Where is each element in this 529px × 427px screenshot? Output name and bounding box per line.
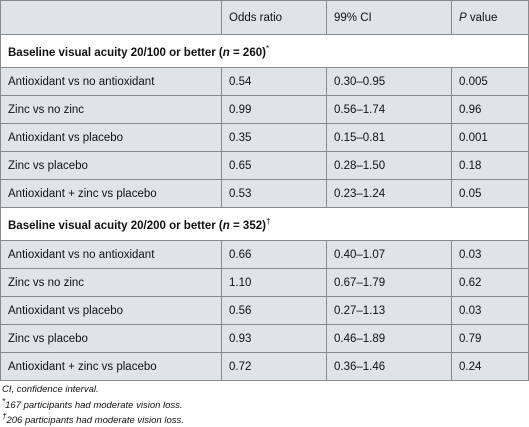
cell-p-value: 0.18 (451, 151, 529, 180)
cell-comparison: Zinc vs placebo (0, 151, 222, 180)
cell-odds-ratio: 1.10 (221, 268, 327, 297)
cell-ci: 0.23–1.24 (326, 179, 452, 208)
section-title-n: n (222, 219, 230, 232)
table-row: Antioxidant vs placebo 0.35 0.15–0.81 0.001 (0, 123, 529, 152)
cell-p-value: 0.03 (451, 240, 529, 269)
cell-p-value: 0.24 (451, 352, 529, 381)
section-title-n: n (222, 46, 230, 59)
footnote-2-text: 206 participants had moderate vision los… (6, 415, 184, 427)
cell-odds-ratio: 0.54 (221, 67, 327, 96)
cell-p-value: 0.79 (451, 324, 529, 353)
cell-p-value: 0.96 (451, 95, 529, 124)
table-row: Zinc vs placebo 0.93 0.46–1.89 0.79 (0, 324, 529, 353)
cell-comparison: Antioxidant vs placebo (0, 296, 222, 325)
section-title-suffix: = 260) (229, 46, 266, 59)
cell-odds-ratio: 0.93 (221, 324, 327, 353)
section-title-prefix: Baseline visual acuity 20/200 or better … (8, 219, 223, 232)
table-row: Zinc vs no zinc 0.99 0.56–1.74 0.96 (0, 95, 529, 124)
odds-ratio-table: Odds ratio 99% CI P value Baseline visua… (0, 0, 529, 381)
footnote-2-mark: † (2, 412, 7, 422)
footnote-1: *167 participants had moderate vision lo… (2, 396, 529, 412)
cell-p-value: 0.001 (451, 123, 529, 152)
cell-p-value: 0.005 (451, 67, 529, 96)
cell-comparison: Antioxidant + zinc vs placebo (0, 179, 222, 208)
cell-odds-ratio: 0.72 (221, 352, 327, 381)
cell-comparison: Zinc vs no zinc (0, 95, 222, 124)
table-row: Zinc vs no zinc 1.10 0.67–1.79 0.62 (0, 268, 529, 297)
table-row: Zinc vs placebo 0.65 0.28–1.50 0.18 (0, 151, 529, 180)
table-row: Antioxidant vs no antioxidant 0.54 0.30–0.… (0, 67, 529, 96)
cell-odds-ratio: 0.66 (221, 240, 327, 269)
cell-odds-ratio: 0.65 (221, 151, 327, 180)
cell-odds-ratio: 0.35 (221, 123, 327, 152)
cell-p-value: 0.05 (451, 179, 529, 208)
cell-ci: 0.15–0.81 (326, 123, 452, 152)
cell-ci: 0.36–1.46 (326, 352, 452, 381)
table-row: Antioxidant vs placebo 0.56 0.27–1.13 0.03 (0, 296, 529, 325)
section-title-footnote-mark: * (265, 43, 270, 53)
table-header-row: Odds ratio 99% CI P value (0, 0, 529, 35)
section-title: Baseline visual acuity 20/200 or better … (0, 207, 529, 241)
header-p-letter: P (459, 11, 467, 24)
footnote-1-text: 167 participants had moderate vision los… (5, 399, 183, 411)
cell-ci: 0.46–1.89 (326, 324, 452, 353)
cell-ci: 0.28–1.50 (326, 151, 452, 180)
header-p-value: P value (451, 0, 529, 35)
section-header-row: Baseline visual acuity 20/200 or better … (0, 207, 529, 241)
section-title-footnote-mark: † (265, 216, 271, 226)
section-title-prefix: Baseline visual acuity 20/100 or better … (8, 46, 223, 59)
cell-ci: 0.67–1.79 (326, 268, 452, 297)
cell-comparison: Antioxidant vs no antioxidant (0, 240, 222, 269)
cell-odds-ratio: 0.99 (221, 95, 327, 124)
footnote-1-mark: * (2, 396, 6, 406)
cell-ci: 0.56–1.74 (326, 95, 452, 124)
header-odds-ratio: Odds ratio (221, 0, 327, 35)
table-row: Antioxidant vs no antioxidant 0.66 0.40–1.… (0, 240, 529, 269)
section-title: Baseline visual acuity 20/100 or better … (0, 34, 529, 68)
cell-p-value: 0.03 (451, 296, 529, 325)
header-p-suffix: value (466, 11, 498, 24)
cell-ci: 0.40–1.07 (326, 240, 452, 269)
cell-comparison: Antioxidant vs no antioxidant (0, 67, 222, 96)
cell-odds-ratio: 0.53 (221, 179, 327, 208)
cell-comparison: Zinc vs placebo (0, 324, 222, 353)
cell-p-value: 0.62 (451, 268, 529, 297)
cell-ci: 0.27–1.13 (326, 296, 452, 325)
footnote-2: †206 participants had moderate vision lo… (2, 411, 529, 427)
cell-comparison: Zinc vs no zinc (0, 268, 222, 297)
footnote-ci: CI, confidence interval. (2, 384, 99, 395)
cell-odds-ratio: 0.56 (221, 296, 327, 325)
cell-comparison: Antioxidant vs placebo (0, 123, 222, 152)
header-ci: 99% CI (326, 0, 452, 35)
table-row: Antioxidant + zinc vs placebo 0.72 0.36–1.… (0, 352, 529, 381)
cell-comparison: Antioxidant + zinc vs placebo (0, 352, 222, 381)
table-footnotes: CI, confidence interval. *167 participan… (0, 384, 529, 427)
header-comparison (0, 0, 222, 35)
section-header-row: Baseline visual acuity 20/100 or better … (0, 34, 529, 68)
section-title-suffix: = 352) (229, 219, 266, 232)
cell-ci: 0.30–0.95 (326, 67, 452, 96)
table-row: Antioxidant + zinc vs placebo 0.53 0.23–1.… (0, 179, 529, 208)
